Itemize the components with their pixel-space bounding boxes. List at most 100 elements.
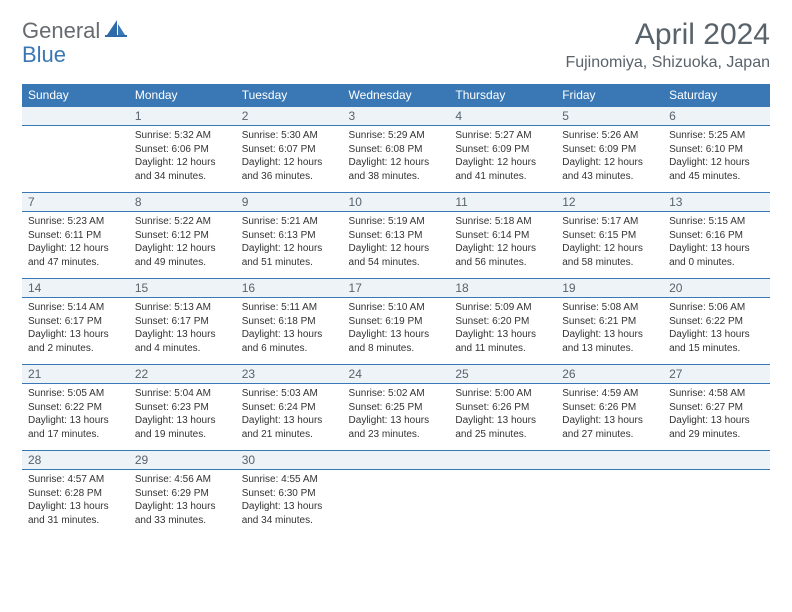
sunrise-text: Sunrise: 5:02 AM	[349, 387, 444, 401]
daylight-text: Daylight: 12 hours and 56 minutes.	[455, 242, 550, 269]
day-number: 15	[129, 279, 236, 297]
daylight-text: Daylight: 12 hours and 54 minutes.	[349, 242, 444, 269]
calendar-cell: 15Sunrise: 5:13 AMSunset: 6:17 PMDayligh…	[129, 278, 236, 364]
sunset-text: Sunset: 6:28 PM	[28, 487, 123, 501]
calendar-cell: 28Sunrise: 4:57 AMSunset: 6:28 PMDayligh…	[22, 450, 129, 536]
sunrise-text: Sunrise: 5:08 AM	[562, 301, 657, 315]
calendar-cell: 13Sunrise: 5:15 AMSunset: 6:16 PMDayligh…	[663, 192, 770, 278]
day-detail: Sunrise: 4:56 AMSunset: 6:29 PMDaylight:…	[129, 470, 236, 531]
daylight-text: Daylight: 13 hours and 0 minutes.	[669, 242, 764, 269]
day-number: 18	[449, 279, 556, 297]
calendar-cell: 11Sunrise: 5:18 AMSunset: 6:14 PMDayligh…	[449, 192, 556, 278]
daylight-text: Daylight: 12 hours and 43 minutes.	[562, 156, 657, 183]
calendar-cell: 26Sunrise: 4:59 AMSunset: 6:26 PMDayligh…	[556, 364, 663, 450]
daylight-text: Daylight: 13 hours and 31 minutes.	[28, 500, 123, 527]
sunset-text: Sunset: 6:13 PM	[349, 229, 444, 243]
sunrise-text: Sunrise: 5:27 AM	[455, 129, 550, 143]
day-detail: Sunrise: 5:03 AMSunset: 6:24 PMDaylight:…	[236, 384, 343, 445]
sunrise-text: Sunrise: 4:59 AM	[562, 387, 657, 401]
sunrise-text: Sunrise: 5:03 AM	[242, 387, 337, 401]
day-number: 7	[22, 193, 129, 211]
daylight-text: Daylight: 12 hours and 41 minutes.	[455, 156, 550, 183]
sunset-text: Sunset: 6:06 PM	[135, 143, 230, 157]
sunrise-text: Sunrise: 5:10 AM	[349, 301, 444, 315]
daylight-text: Daylight: 13 hours and 2 minutes.	[28, 328, 123, 355]
location: Fujinomiya, Shizuoka, Japan	[565, 54, 770, 72]
sunset-text: Sunset: 6:15 PM	[562, 229, 657, 243]
sunset-text: Sunset: 6:19 PM	[349, 315, 444, 329]
day-number: 3	[343, 107, 450, 125]
calendar-week: 14Sunrise: 5:14 AMSunset: 6:17 PMDayligh…	[22, 278, 770, 364]
calendar-week: 21Sunrise: 5:05 AMSunset: 6:22 PMDayligh…	[22, 364, 770, 450]
calendar-cell: 4Sunrise: 5:27 AMSunset: 6:09 PMDaylight…	[449, 106, 556, 192]
daylight-text: Daylight: 12 hours and 45 minutes.	[669, 156, 764, 183]
daylight-text: Daylight: 13 hours and 33 minutes.	[135, 500, 230, 527]
sunset-text: Sunset: 6:26 PM	[455, 401, 550, 415]
calendar-cell: 24Sunrise: 5:02 AMSunset: 6:25 PMDayligh…	[343, 364, 450, 450]
day-number: 5	[556, 107, 663, 125]
daylight-text: Daylight: 13 hours and 13 minutes.	[562, 328, 657, 355]
sunrise-text: Sunrise: 5:09 AM	[455, 301, 550, 315]
day-number: 17	[343, 279, 450, 297]
day-number: 12	[556, 193, 663, 211]
calendar-cell: 14Sunrise: 5:14 AMSunset: 6:17 PMDayligh…	[22, 278, 129, 364]
day-detail: Sunrise: 5:13 AMSunset: 6:17 PMDaylight:…	[129, 298, 236, 359]
sunrise-text: Sunrise: 5:11 AM	[242, 301, 337, 315]
day-detail: Sunrise: 5:27 AMSunset: 6:09 PMDaylight:…	[449, 126, 556, 187]
day-header: Sunday	[22, 84, 129, 106]
day-detail: Sunrise: 5:15 AMSunset: 6:16 PMDaylight:…	[663, 212, 770, 273]
daylight-text: Daylight: 12 hours and 34 minutes.	[135, 156, 230, 183]
sunrise-text: Sunrise: 5:14 AM	[28, 301, 123, 315]
sunset-text: Sunset: 6:13 PM	[242, 229, 337, 243]
sunset-text: Sunset: 6:10 PM	[669, 143, 764, 157]
sunset-text: Sunset: 6:25 PM	[349, 401, 444, 415]
sunset-text: Sunset: 6:20 PM	[455, 315, 550, 329]
sunrise-text: Sunrise: 5:21 AM	[242, 215, 337, 229]
sunset-text: Sunset: 6:07 PM	[242, 143, 337, 157]
sunset-text: Sunset: 6:21 PM	[562, 315, 657, 329]
calendar-cell	[449, 450, 556, 536]
sunrise-text: Sunrise: 5:05 AM	[28, 387, 123, 401]
day-detail: Sunrise: 4:58 AMSunset: 6:27 PMDaylight:…	[663, 384, 770, 445]
calendar-cell: 29Sunrise: 4:56 AMSunset: 6:29 PMDayligh…	[129, 450, 236, 536]
daylight-text: Daylight: 12 hours and 58 minutes.	[562, 242, 657, 269]
calendar-cell	[22, 106, 129, 192]
day-number: 1	[129, 107, 236, 125]
calendar-cell: 1Sunrise: 5:32 AMSunset: 6:06 PMDaylight…	[129, 106, 236, 192]
sunset-text: Sunset: 6:27 PM	[669, 401, 764, 415]
day-header: Tuesday	[236, 84, 343, 106]
day-header: Friday	[556, 84, 663, 106]
day-detail: Sunrise: 5:05 AMSunset: 6:22 PMDaylight:…	[22, 384, 129, 445]
sunrise-text: Sunrise: 4:56 AM	[135, 473, 230, 487]
day-number: 28	[22, 451, 129, 469]
day-number: 27	[663, 365, 770, 383]
calendar-cell: 18Sunrise: 5:09 AMSunset: 6:20 PMDayligh…	[449, 278, 556, 364]
day-detail: Sunrise: 4:57 AMSunset: 6:28 PMDaylight:…	[22, 470, 129, 531]
sunset-text: Sunset: 6:29 PM	[135, 487, 230, 501]
daylight-text: Daylight: 12 hours and 47 minutes.	[28, 242, 123, 269]
day-detail: Sunrise: 5:29 AMSunset: 6:08 PMDaylight:…	[343, 126, 450, 187]
calendar-cell: 12Sunrise: 5:17 AMSunset: 6:15 PMDayligh…	[556, 192, 663, 278]
sunset-text: Sunset: 6:09 PM	[455, 143, 550, 157]
daylight-text: Daylight: 13 hours and 8 minutes.	[349, 328, 444, 355]
daylight-text: Daylight: 12 hours and 51 minutes.	[242, 242, 337, 269]
daylight-text: Daylight: 13 hours and 17 minutes.	[28, 414, 123, 441]
day-detail: Sunrise: 4:55 AMSunset: 6:30 PMDaylight:…	[236, 470, 343, 531]
day-header: Wednesday	[343, 84, 450, 106]
daylight-text: Daylight: 13 hours and 19 minutes.	[135, 414, 230, 441]
sunset-text: Sunset: 6:16 PM	[669, 229, 764, 243]
day-number: 24	[343, 365, 450, 383]
calendar-cell: 9Sunrise: 5:21 AMSunset: 6:13 PMDaylight…	[236, 192, 343, 278]
day-number: 4	[449, 107, 556, 125]
sunset-text: Sunset: 6:08 PM	[349, 143, 444, 157]
daylight-text: Daylight: 13 hours and 6 minutes.	[242, 328, 337, 355]
day-number: 11	[449, 193, 556, 211]
sunset-text: Sunset: 6:30 PM	[242, 487, 337, 501]
day-number: 22	[129, 365, 236, 383]
sunset-text: Sunset: 6:12 PM	[135, 229, 230, 243]
day-detail: Sunrise: 5:23 AMSunset: 6:11 PMDaylight:…	[22, 212, 129, 273]
sunset-text: Sunset: 6:22 PM	[669, 315, 764, 329]
calendar-cell: 8Sunrise: 5:22 AMSunset: 6:12 PMDaylight…	[129, 192, 236, 278]
sunset-text: Sunset: 6:17 PM	[28, 315, 123, 329]
page-header: General April 2024 Fujinomiya, Shizuoka,…	[22, 18, 770, 72]
